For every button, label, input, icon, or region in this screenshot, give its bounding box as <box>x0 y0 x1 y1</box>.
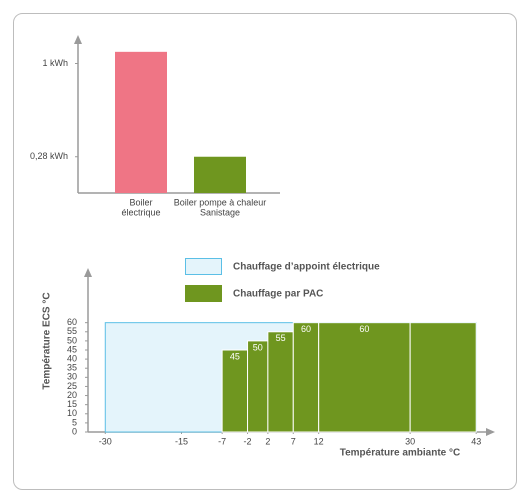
x-tick-label: -7 <box>218 436 226 446</box>
y-tick-label: 40 <box>67 353 77 363</box>
step-bar <box>247 340 269 433</box>
y-tick-label: 20 <box>67 390 77 400</box>
legend-swatch <box>185 258 222 275</box>
x-tick-label: 30 <box>405 436 415 446</box>
x-tick-label: Boiler pompe à chaleur <box>174 197 267 207</box>
y-tick-label: 55 <box>67 326 77 336</box>
data-label: 45 <box>230 351 240 361</box>
data-label: 50 <box>253 342 263 352</box>
legend-label: Chauffage par PAC <box>233 289 323 300</box>
y-tick-label: 60 <box>67 317 77 327</box>
y-tick-label: 25 <box>67 381 77 391</box>
y-tick-label: 15 <box>67 399 77 409</box>
step-bar <box>409 322 477 433</box>
y-tick-label: 35 <box>67 363 77 373</box>
axis-arrow <box>74 35 82 44</box>
y-tick-label: 5 <box>72 417 77 427</box>
legend-label: Chauffage d’appoint électrique <box>233 262 380 273</box>
legend-swatch <box>185 285 222 302</box>
x-axis-label: Température ambiante °C <box>340 448 461 459</box>
y-axis-label: Température ECS °C <box>42 292 53 389</box>
step-bar <box>267 331 294 433</box>
y-tick-label: 0,28 kWh <box>30 151 68 161</box>
x-tick-label: 43 <box>471 436 481 446</box>
x-tick-label: Sanistage <box>200 207 240 217</box>
y-tick-label: 30 <box>67 372 77 382</box>
x-tick-label: -2 <box>244 436 252 446</box>
bar <box>115 51 167 194</box>
step-bar <box>221 349 249 433</box>
x-tick-label: 2 <box>265 436 270 446</box>
data-label: 60 <box>301 324 311 334</box>
axis-arrow <box>84 268 92 277</box>
x-tick-label: -30 <box>99 436 112 446</box>
y-tick-label: 45 <box>67 344 77 354</box>
axis-arrow <box>486 428 495 436</box>
data-label: 55 <box>276 333 286 343</box>
data-label: 60 <box>359 324 369 334</box>
y-tick-label: 50 <box>67 335 77 345</box>
x-tick-label: Boiler <box>129 197 152 207</box>
y-tick-label: 0 <box>72 426 77 436</box>
x-tick-label: 7 <box>291 436 296 446</box>
x-tick-label: 12 <box>314 436 324 446</box>
bar <box>194 156 246 193</box>
x-tick-label: -15 <box>175 436 188 446</box>
step-bar <box>292 322 320 433</box>
y-tick-label: 1 kWh <box>42 58 68 68</box>
y-tick-label: 10 <box>67 408 77 418</box>
step-bar <box>318 322 411 433</box>
x-tick-label: électrique <box>121 207 160 217</box>
